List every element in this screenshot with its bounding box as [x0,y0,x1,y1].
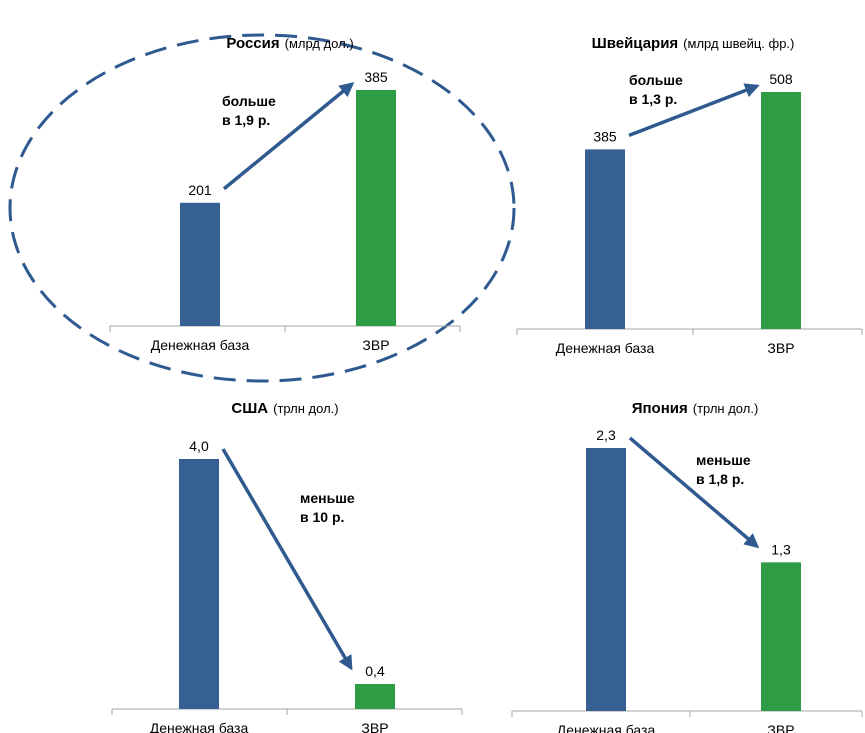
bar-value-label: 508 [769,71,793,87]
chart-title-unit: (трлн дол.) [693,401,759,416]
chart-title-country: Россия [226,35,279,52]
bar-money-base [586,448,626,711]
chart-title-country: Япония [632,400,688,417]
bar-reserves [355,684,395,709]
chart-title-unit: (млрд дол.) [285,36,354,51]
x-tick-label: ЗВР [767,340,794,356]
chart-title: Япония (трлн дол.) [632,400,759,417]
x-tick-label: ЗВР [361,720,388,733]
chart-title: Россия (млрд дол.) [226,35,353,52]
highlight-ellipse [8,33,516,383]
bar-reserves [761,562,801,711]
bar-money-base [180,202,220,326]
bar-value-label: 4,0 [189,438,209,454]
bar-value-label: 1,3 [771,541,791,557]
comparison-note: в 10 р. [300,509,344,525]
bar-reserves [761,92,801,329]
comparison-arrow [222,82,355,191]
comparison-arrow [221,448,353,671]
comparison-note: меньше [696,452,751,468]
comparison-note: больше [222,93,276,109]
bar-value-label: 385 [364,69,388,85]
bar-value-label: 2,3 [596,427,616,443]
chart-title-unit: (млрд швейц. фр.) [683,36,794,51]
chart-panel-0: Россия (млрд дол.) 201 Денежная база 385 ЗВР б… [109,35,461,353]
x-tick-label: ЗВР [362,337,389,353]
x-tick-label: Денежная база [150,720,249,733]
comparison-note: меньше [300,490,355,506]
comparison-note: в 1,3 р. [629,91,677,107]
chart-title-country: США [231,400,268,417]
chart-title-country: Швейцария [592,35,679,52]
comparison-note: в 1,9 р. [222,112,270,128]
bar-value-label: 0,4 [365,663,385,679]
chart-panel-1: Швейцария (млрд швейц. фр.) 385 Денежная ба… [516,35,863,356]
bar-money-base [179,459,219,709]
chart-panel-3: Япония (трлн дол.) 2,3 Денежная база 1,3 ЗВР м… [511,400,863,733]
bar-money-base [585,149,625,329]
x-tick-label: ЗВР [767,722,794,733]
x-tick-label: Денежная база [556,340,655,356]
chart-title: США (трлн дол.) [231,400,338,417]
chart-title: Швейцария (млрд швейц. фр.) [592,35,795,52]
bar-reserves [356,90,396,326]
bar-value-label: 385 [593,128,617,144]
comparison-note: в 1,8 р. [696,471,744,487]
comparison-note: больше [629,72,683,88]
bar-value-label: 201 [188,182,212,198]
x-tick-label: Денежная база [151,337,250,353]
chart-title-unit: (трлн дол.) [273,401,339,416]
x-tick-label: Денежная база [557,722,656,733]
comparison-arrow [628,436,760,549]
comparison-arrow [628,83,760,138]
chart-panel-2: США (трлн дол.) 4,0 Денежная база 0,4 ЗВР мень… [111,400,463,733]
